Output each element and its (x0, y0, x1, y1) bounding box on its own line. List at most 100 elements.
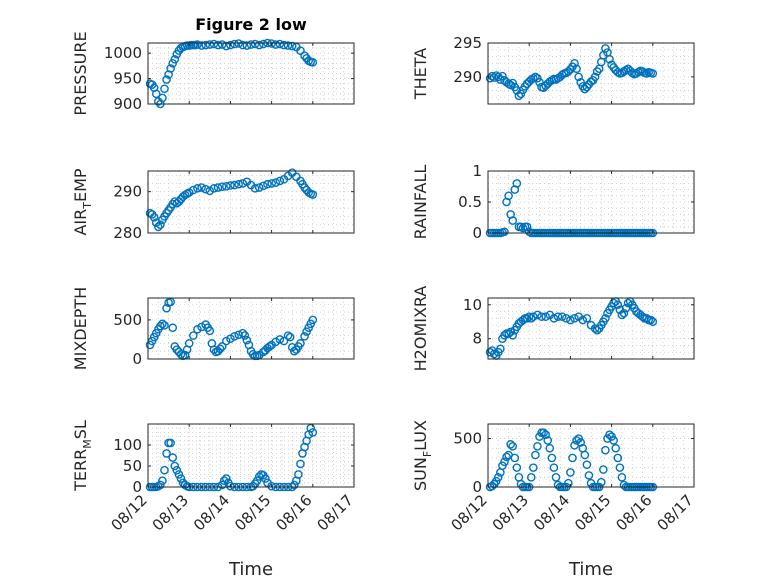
data-point (512, 463, 522, 472)
data-point (500, 227, 509, 237)
data-point (561, 314, 571, 323)
data-point (283, 41, 293, 50)
data-point (160, 84, 169, 94)
data-point (529, 463, 538, 472)
y-tick-label: 900 (113, 95, 142, 113)
data-point (638, 67, 647, 76)
data-point (300, 51, 309, 61)
data-point (582, 314, 592, 323)
data-point (601, 314, 610, 323)
data-point (242, 335, 252, 345)
subplot-pressure: 900 950 1000 PRESSURE (71, 31, 355, 116)
x-tick-label: 08/12 (448, 491, 491, 534)
data-point (234, 39, 243, 48)
data-point (174, 197, 184, 206)
plot-area (488, 171, 694, 233)
data-point (584, 471, 594, 480)
data-point (230, 180, 239, 190)
data-point (221, 181, 231, 191)
data-point (151, 89, 161, 99)
data-point (267, 179, 276, 188)
data-point (205, 326, 215, 336)
data-point (634, 67, 643, 77)
data-point (230, 39, 239, 49)
data-point (306, 423, 316, 433)
data-point (250, 39, 260, 49)
subplot-h2omixra: 8 10 H2OMIXRA (411, 286, 695, 371)
data-point (572, 436, 581, 445)
data-point (529, 312, 538, 321)
data-point (508, 216, 518, 225)
x-tick-label: 08/15 (231, 491, 274, 534)
data-point (271, 337, 281, 347)
data-point (160, 465, 169, 475)
data-point (572, 64, 581, 74)
data-point (267, 39, 276, 48)
x-tick-label: 08/16 (612, 491, 655, 534)
data-point (259, 39, 268, 49)
data-point (533, 310, 542, 320)
data-point (158, 93, 167, 103)
data-point (498, 71, 507, 81)
data-point (590, 72, 600, 82)
data-point (615, 463, 625, 472)
data-point (597, 477, 606, 487)
axes-box (487, 297, 695, 360)
y-axis-label: MIXDEPTH (71, 287, 90, 370)
data-point (221, 41, 231, 51)
data-point (493, 473, 503, 482)
data-point (308, 428, 318, 437)
data-point (162, 75, 171, 84)
data-point (522, 222, 532, 232)
data-point (170, 54, 180, 64)
y-tick-label: 0 (472, 478, 482, 496)
data-point (547, 453, 557, 463)
data-point (248, 350, 258, 359)
data-point (611, 443, 621, 453)
data-point (217, 342, 227, 351)
data-point (549, 463, 559, 472)
x-tick-label: 08/14 (530, 491, 573, 534)
axes-box (487, 423, 695, 488)
data-point (254, 183, 264, 192)
data-point (617, 310, 627, 320)
data-point (209, 345, 219, 354)
data-point (189, 185, 198, 195)
y-tick-label: 50 (123, 457, 142, 475)
data-point (162, 449, 171, 458)
y-tick-label: 0 (472, 224, 482, 242)
y-tick-label: 8 (472, 330, 482, 348)
data-point (170, 461, 180, 471)
x-tick-label: 08/17 (314, 491, 357, 534)
y-tick-label: 100 (113, 436, 142, 454)
figure-title: Figure 2 low (195, 15, 307, 34)
data-point (541, 430, 550, 439)
data-point (487, 71, 497, 81)
y-tick-label: 0 (132, 350, 142, 368)
x-tick-label: 08/16 (272, 491, 315, 534)
data-point (252, 476, 262, 486)
subplot-mixdepth: 0 500 MIXDEPTH (71, 287, 355, 370)
data-point (648, 69, 658, 78)
y-tick-label: 0.5 (458, 193, 482, 211)
data-point (609, 298, 618, 308)
data-point (234, 179, 243, 189)
data-point (531, 450, 540, 460)
x-axis-label: Time (568, 559, 613, 580)
x-tick-label: 08/13 (489, 491, 532, 534)
y-axis-label: TERRMSL (71, 420, 94, 492)
data-point (221, 474, 231, 483)
data-point (168, 323, 178, 333)
data-point (526, 473, 536, 482)
data-point (259, 181, 268, 191)
data-point (529, 73, 538, 83)
data-point (213, 40, 223, 50)
data-point (506, 80, 515, 90)
data-point (648, 317, 658, 327)
data-point (201, 184, 210, 194)
data-point (549, 314, 559, 323)
data-point (197, 322, 206, 332)
data-point (275, 39, 285, 49)
